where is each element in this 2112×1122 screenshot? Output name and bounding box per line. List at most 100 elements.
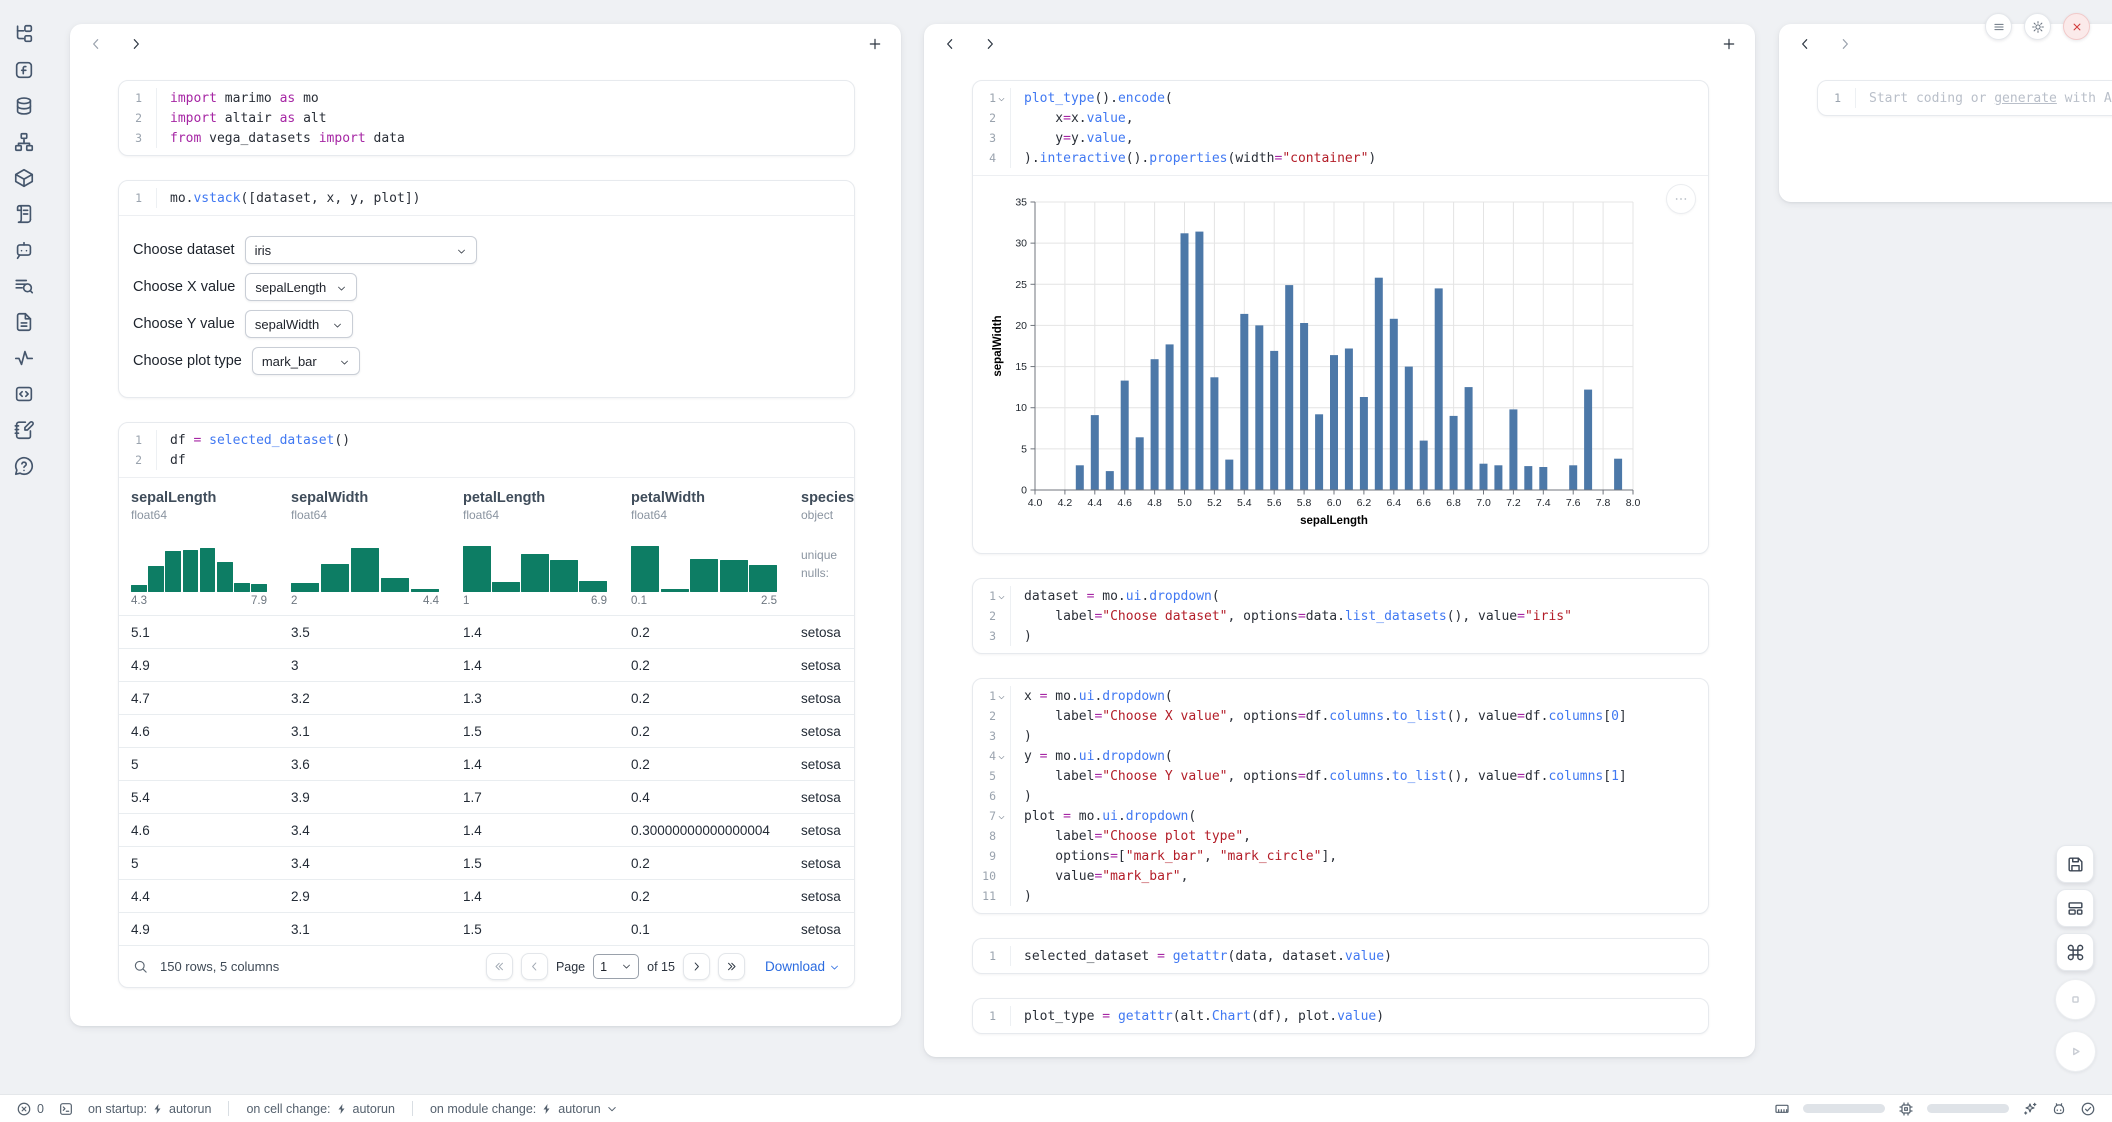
column-header[interactable]: sepalLength float64 4.3 7.9 — [131, 490, 267, 607]
svg-text:35: 35 — [1015, 197, 1027, 209]
ai-sparkles-icon[interactable] — [2022, 1101, 2038, 1117]
connection-check-icon[interactable] — [2080, 1101, 2096, 1117]
column-header[interactable]: petalLength float64 1 6.9 — [463, 490, 607, 607]
code-editor[interactable]: 1 selected_dataset = getattr(data, datase… — [973, 939, 1708, 973]
table-row[interactable]: 5 3.4 1.5 0.2 setosa — [119, 846, 854, 879]
scroll-right-icon[interactable] — [982, 36, 998, 52]
svg-text:10: 10 — [1015, 402, 1027, 414]
table-row[interactable]: 5 3.6 1.4 0.2 setosa — [119, 747, 854, 780]
chevron-down-icon — [336, 282, 347, 293]
table-row[interactable]: 4.9 3.1 1.5 0.1 setosa — [119, 912, 854, 945]
scroll-left-icon[interactable] — [88, 36, 104, 52]
code-editor[interactable]: 1 import marimo as mo 2 import altair as al… — [119, 81, 854, 155]
terminal-icon[interactable] — [58, 1101, 74, 1117]
fold-chevron-icon[interactable] — [997, 591, 1007, 601]
table-row[interactable]: 4.6 3.4 1.4 0.30000000000000004 setosa — [119, 813, 854, 846]
run-mode-on-module-change[interactable]: on module change: autorun — [430, 1102, 618, 1116]
package-icon[interactable] — [13, 167, 35, 189]
download-button[interactable]: Download — [765, 959, 840, 974]
svg-text:4.2: 4.2 — [1058, 497, 1073, 509]
save-button[interactable] — [2056, 845, 2094, 883]
code-editor[interactable]: 1 df = selected_dataset() 2 df — [119, 423, 854, 477]
separator — [228, 1101, 230, 1116]
keyboard-shortcuts-button[interactable] — [2056, 933, 2094, 971]
search-icon[interactable] — [133, 959, 148, 974]
help-message-icon[interactable] — [13, 455, 35, 477]
network-icon[interactable] — [13, 131, 35, 153]
error-count-badge[interactable]: 0 — [16, 1101, 44, 1117]
settings-gear-icon[interactable] — [2024, 13, 2051, 40]
column-header[interactable]: petalWidth float64 0.1 2.5 — [631, 490, 777, 607]
zap-icon — [541, 1103, 553, 1115]
fold-chevron-icon[interactable] — [997, 93, 1007, 103]
fold-chevron-icon[interactable] — [997, 691, 1007, 701]
file-text-icon[interactable] — [13, 311, 35, 333]
code-line: 7 plot = mo.ui.dropdown( — [973, 806, 1698, 826]
table-row[interactable]: 4.9 3 1.4 0.2 setosa — [119, 648, 854, 681]
page-select[interactable]: 1 — [593, 954, 640, 979]
choose-x-value-dropdown[interactable]: sepalLength — [245, 273, 358, 301]
scroll-right-icon[interactable] — [1837, 36, 1853, 52]
svg-text:sepalWidth: sepalWidth — [992, 315, 1004, 376]
run-mode-on-cell-change[interactable]: on cell change: autorun — [246, 1101, 395, 1116]
choose-plot-type-dropdown[interactable]: mark_bar — [251, 347, 360, 375]
add-cell-icon[interactable] — [867, 36, 883, 52]
notebook-pen-icon[interactable] — [13, 419, 35, 441]
svg-text:6.2: 6.2 — [1357, 497, 1372, 509]
code-line: 2 x=x.value, — [973, 108, 1698, 128]
activity-icon[interactable] — [13, 347, 35, 369]
layout-toggle-button[interactable] — [2056, 889, 2094, 927]
table-row[interactable]: 5.4 3.9 1.7 0.4 setosa — [119, 780, 854, 813]
choose-dataset-dropdown[interactable]: iris — [244, 236, 477, 264]
table-row[interactable]: 4.7 3.2 1.3 0.2 setosa — [119, 681, 854, 714]
add-cell-icon[interactable] — [1721, 36, 1737, 52]
database-icon[interactable] — [13, 95, 35, 117]
chart-actions-icon[interactable] — [1666, 184, 1696, 214]
column-header[interactable]: sepalWidth float64 2 4.4 — [291, 490, 440, 607]
fold-chevron-icon[interactable] — [997, 811, 1007, 821]
code-line: 9 options=["mark_bar", "mark_circle"], — [973, 846, 1698, 866]
code-editor[interactable]: 1 dataset = mo.ui.dropdown(2 label="Choos… — [973, 579, 1708, 653]
column-header[interactable]: species object unique nulls: — [789, 490, 854, 607]
table-row[interactable]: 4.6 3.1 1.5 0.2 setosa — [119, 714, 854, 747]
list-search-icon[interactable] — [13, 275, 35, 297]
choose-y-value-dropdown[interactable]: sepalWidth — [244, 310, 353, 338]
svg-text:5.6: 5.6 — [1267, 497, 1282, 509]
close-icon[interactable] — [2063, 13, 2090, 40]
code-editor[interactable]: 1 plot_type = getattr(alt.Chart(df), plot… — [973, 999, 1708, 1033]
code-editor[interactable]: 1 plot_type().encode(2 x=x.value, 3 y=y.va… — [973, 81, 1708, 175]
stop-button[interactable] — [2055, 979, 2096, 1020]
menu-icon[interactable] — [1985, 13, 2012, 40]
table-row[interactable]: 4.4 2.9 1.4 0.2 setosa — [119, 879, 854, 912]
run-all-button[interactable] — [2055, 1031, 2096, 1072]
resource-indicators — [1774, 1101, 2096, 1117]
file-tree-icon[interactable] — [13, 23, 35, 45]
bot-message-icon[interactable] — [13, 239, 35, 261]
scroll-left-icon[interactable] — [942, 36, 958, 52]
column-2-header — [924, 24, 1755, 64]
scroll-text-icon[interactable] — [13, 203, 35, 225]
memory-meter — [1803, 1104, 1885, 1113]
function-square-icon[interactable] — [13, 59, 35, 81]
last-page-button[interactable] — [717, 953, 745, 980]
scroll-left-icon[interactable] — [1797, 36, 1813, 52]
code-square-icon[interactable] — [13, 383, 35, 405]
fold-chevron-icon[interactable] — [997, 751, 1007, 761]
run-mode-on-startup[interactable]: on startup: autorun — [87, 1101, 212, 1116]
svg-text:5: 5 — [1021, 443, 1027, 455]
altair-chart[interactable]: 4.0 4.2 4.4 4.6 4.8 5.0 5.2 5.4 5.6 5.8 6.0 6.2 6.4 6… — [989, 188, 1700, 547]
first-page-button[interactable] — [485, 953, 513, 980]
cell-divider — [119, 477, 854, 478]
code-editor[interactable]: 1 mo.vstack([dataset, x, y, plot]) — [119, 181, 854, 215]
next-page-button[interactable] — [682, 953, 710, 980]
page-label: Page — [555, 959, 586, 974]
prev-page-button[interactable] — [520, 953, 548, 980]
column-histogram — [131, 534, 267, 592]
scroll-right-icon[interactable] — [128, 36, 144, 52]
bot-icon[interactable] — [2051, 1101, 2067, 1117]
table-row[interactable]: 5.1 3.5 1.4 0.2 setosa — [119, 615, 854, 648]
dropdown-label: Choose plot type — [133, 353, 242, 369]
